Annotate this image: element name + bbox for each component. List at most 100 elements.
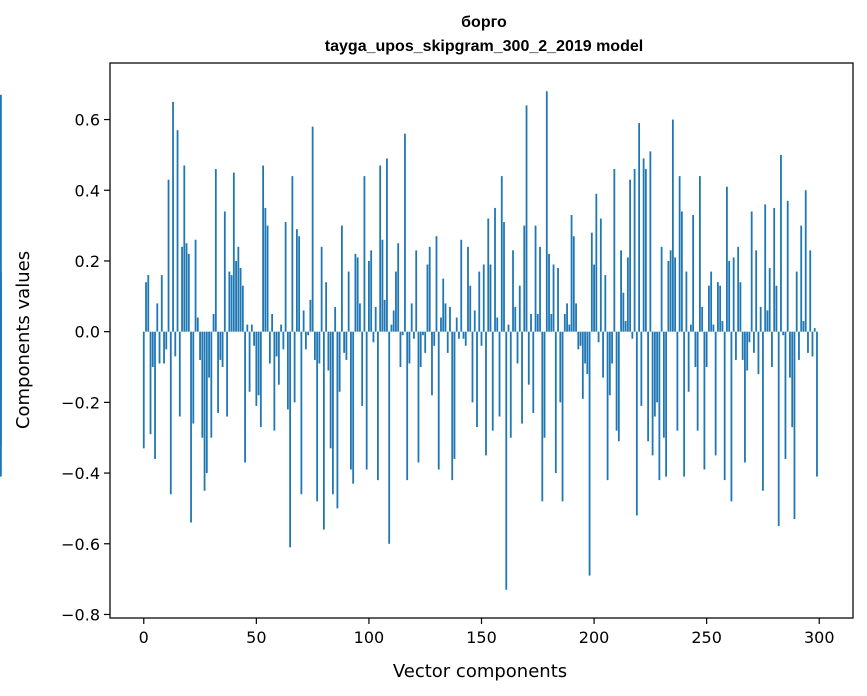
bar bbox=[550, 313, 553, 332]
x-tick-label: 300 bbox=[804, 628, 835, 647]
bar bbox=[453, 331, 456, 459]
bar bbox=[435, 236, 438, 332]
bar bbox=[241, 285, 244, 332]
bar bbox=[413, 331, 415, 339]
bar bbox=[370, 250, 373, 332]
bar bbox=[163, 331, 165, 364]
bar bbox=[192, 331, 195, 424]
bar bbox=[422, 331, 424, 336]
bar bbox=[705, 331, 708, 368]
bar bbox=[789, 331, 791, 378]
bar bbox=[703, 331, 706, 470]
bar bbox=[608, 331, 611, 396]
bar bbox=[368, 260, 370, 332]
bar bbox=[264, 207, 267, 332]
bar bbox=[473, 310, 476, 332]
bar bbox=[0, 331, 2, 399]
bar bbox=[671, 119, 674, 332]
y-axis-label: Components values bbox=[13, 251, 34, 429]
x-axis-ticks: 0 50 100 150 200 250 300 bbox=[139, 618, 835, 647]
bar bbox=[253, 331, 255, 346]
bar bbox=[640, 331, 643, 406]
bar bbox=[577, 331, 580, 350]
bar bbox=[442, 278, 445, 332]
bar bbox=[532, 331, 535, 413]
bar bbox=[667, 260, 670, 332]
bar bbox=[289, 331, 292, 548]
bar bbox=[410, 303, 413, 332]
bar bbox=[737, 246, 740, 332]
bar bbox=[489, 264, 492, 332]
bar bbox=[629, 179, 631, 332]
bar bbox=[514, 306, 517, 332]
bar bbox=[277, 331, 280, 385]
bar bbox=[347, 271, 350, 332]
bar bbox=[365, 331, 368, 470]
bar bbox=[440, 317, 442, 332]
bar bbox=[638, 123, 641, 332]
bar bbox=[291, 176, 294, 332]
bar bbox=[467, 246, 469, 332]
bar bbox=[221, 331, 224, 368]
bar bbox=[764, 204, 767, 332]
bar bbox=[178, 331, 181, 417]
bar bbox=[712, 324, 715, 332]
y-tick-label: 0.0 bbox=[75, 323, 100, 342]
bar bbox=[408, 331, 411, 364]
bar bbox=[554, 331, 557, 474]
bar bbox=[748, 331, 751, 343]
bar bbox=[795, 271, 798, 332]
bar bbox=[185, 243, 188, 332]
x-tick-label: 250 bbox=[691, 628, 722, 647]
bar bbox=[487, 218, 490, 332]
bar bbox=[548, 253, 550, 332]
bar bbox=[392, 310, 395, 332]
bar bbox=[482, 264, 485, 332]
bar bbox=[446, 331, 449, 353]
bar bbox=[201, 331, 204, 438]
bar bbox=[356, 257, 359, 332]
bar bbox=[613, 169, 616, 332]
bar bbox=[334, 306, 337, 332]
bar bbox=[530, 313, 532, 332]
bar bbox=[228, 271, 231, 332]
bar bbox=[755, 250, 758, 332]
bar bbox=[728, 260, 731, 332]
bar bbox=[602, 331, 604, 378]
bar bbox=[266, 225, 269, 332]
bar bbox=[149, 331, 152, 435]
bar bbox=[151, 331, 154, 368]
bar bbox=[498, 331, 501, 417]
bar bbox=[557, 268, 559, 332]
bar bbox=[232, 172, 235, 332]
bar bbox=[593, 264, 595, 332]
bar bbox=[476, 331, 478, 428]
bar bbox=[322, 331, 325, 530]
bar bbox=[773, 207, 776, 332]
bar bbox=[372, 331, 375, 343]
bar bbox=[0, 285, 2, 332]
bar bbox=[397, 243, 400, 332]
bar bbox=[309, 299, 312, 332]
bar bbox=[620, 250, 622, 332]
bar bbox=[320, 246, 323, 332]
bar bbox=[782, 331, 785, 336]
bar bbox=[525, 105, 528, 332]
bar bbox=[584, 331, 586, 364]
bar bbox=[449, 306, 451, 332]
bar bbox=[345, 331, 348, 360]
x-tick-label: 50 bbox=[246, 628, 266, 647]
bar bbox=[485, 331, 487, 456]
bar bbox=[433, 331, 436, 346]
bar bbox=[196, 317, 199, 332]
bar bbox=[615, 331, 618, 431]
bar bbox=[275, 331, 278, 357]
bar bbox=[739, 282, 742, 332]
bar bbox=[735, 331, 737, 360]
bar bbox=[753, 331, 755, 353]
bar bbox=[694, 331, 697, 368]
y-tick-label: 0.2 bbox=[75, 252, 100, 271]
bar bbox=[388, 331, 391, 544]
bar bbox=[717, 282, 719, 332]
